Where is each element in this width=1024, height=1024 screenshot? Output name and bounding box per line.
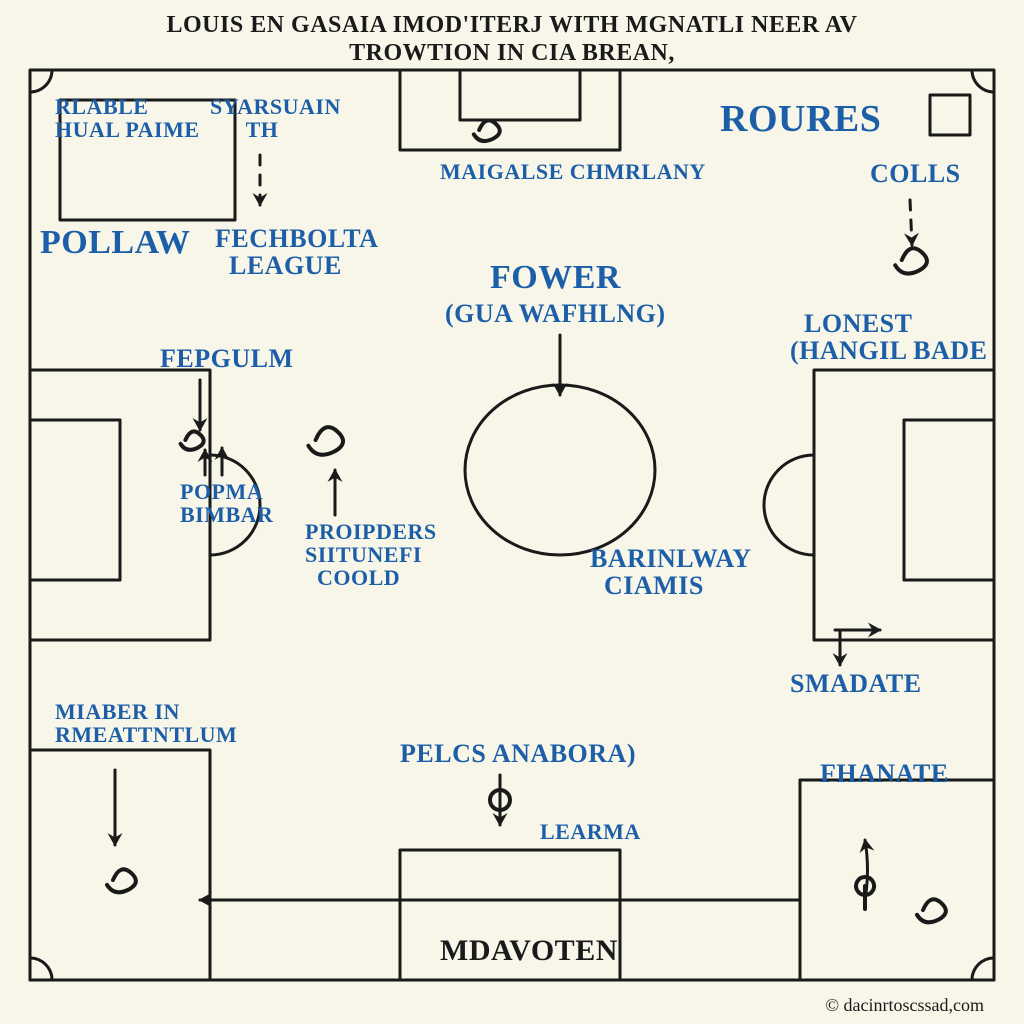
- player-mark-p-left2: [308, 427, 343, 455]
- player-mark-p-br2: [917, 899, 946, 922]
- label-mdavoten: MDAVOTEN: [440, 935, 618, 967]
- player-mark-p-center-dot: [490, 790, 510, 810]
- label-barinlway: BARINLWAY CIAMIS: [590, 545, 752, 600]
- label-rlable: RLABLE HUAL PAIME: [55, 95, 200, 141]
- label-fower: FOWER: [490, 260, 621, 296]
- player-mark-p-topbox: [474, 120, 500, 141]
- label-smadate: SMADATE: [790, 670, 922, 697]
- label-colls: COLLS: [870, 160, 961, 187]
- arrow-colls-down: [910, 200, 912, 245]
- label-proipders: PROIPDERS SIITUNEFI COOLD: [305, 520, 437, 589]
- player-mark-p-tr: [895, 248, 927, 273]
- label-fhanate: FHANATE: [820, 760, 949, 787]
- label-roures: ROURES: [720, 100, 881, 140]
- label-fechbolta: FECHBOLTA LEAGUE: [215, 225, 378, 280]
- player-mark-p-br1: [856, 877, 874, 909]
- title-line-2: TROWTION IN CIA BREAN,: [0, 40, 1024, 67]
- credit-text: © dacinrtoscssad,com: [825, 995, 984, 1016]
- pitch-lines: [0, 0, 1024, 1024]
- label-pelcs: PELCS ANABORA): [400, 740, 636, 767]
- label-syarsuain: SYARSUAIN TH: [210, 95, 341, 141]
- arrows-layer: [0, 0, 1024, 1024]
- label-popma: POPMA BIMBAR: [180, 480, 273, 526]
- player-marks-layer: [0, 0, 1024, 1024]
- label-pollaw: POLLAW: [40, 225, 190, 261]
- player-mark-p-left1: [181, 431, 204, 449]
- label-lonest: LONEST (HANGIL BADE: [790, 310, 987, 365]
- title-line-1: LOUIS EN GASAIA IMOD'ITERJ WITH MGNATLI …: [0, 12, 1024, 39]
- arrow-br-curve-up: [865, 840, 868, 900]
- label-maigalse: MAIGALSE CHMRLANY: [440, 160, 706, 183]
- player-mark-p-bl: [107, 869, 136, 892]
- label-gua: (GUA WAFHLNG): [445, 300, 666, 327]
- label-fepgulm: FEPGULM: [160, 345, 294, 372]
- label-learma: LEARMA: [540, 820, 641, 843]
- label-miaber: MIABER IN RMEATTNTLUM: [55, 700, 237, 746]
